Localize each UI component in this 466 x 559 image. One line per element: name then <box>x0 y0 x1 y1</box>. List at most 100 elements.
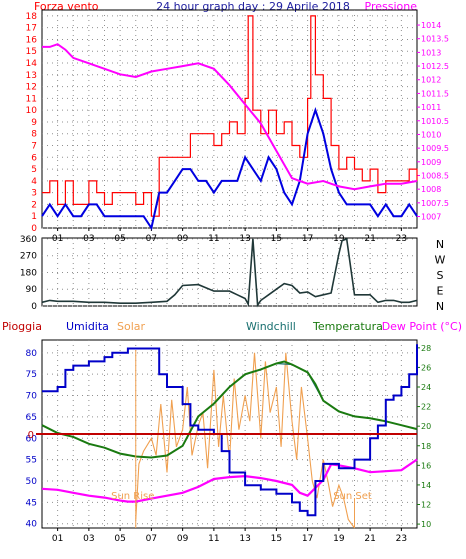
humidity-axis: 40 45 50 55 60 65 70 75 80 <box>26 349 38 530</box>
hour-tick-label: 21 <box>364 534 375 544</box>
direction-tick-label: 180 <box>20 268 37 278</box>
humidity-tick-label: 55 <box>26 456 37 466</box>
wind-speed-tick-label: 8 <box>31 130 37 140</box>
hour-tick-label: 19 <box>333 534 345 544</box>
pressure-tick-label: 1011.5 <box>421 89 449 98</box>
pressure-tick-label: 1009.5 <box>421 144 449 153</box>
hour-tick-label: 17 <box>302 534 313 544</box>
temperature-tick-label: 12 <box>421 501 431 510</box>
temperature-tick-label: 18 <box>421 442 431 451</box>
humidity-tick-label: 70 <box>26 392 38 402</box>
direction-series <box>41 237 418 308</box>
solar-line <box>135 352 355 529</box>
hour-tick-label: 01 <box>52 534 63 544</box>
wind-speed-tick-label: 5 <box>31 165 37 175</box>
wind-axis-title: Forza vento <box>34 0 99 13</box>
direction-tick-label: 90 <box>26 285 38 295</box>
temperature-tick-label: 22 <box>421 403 431 412</box>
direzione-line <box>41 237 418 308</box>
humidity-tick-label: 65 <box>26 413 37 423</box>
pioggia-label: Pioggia <box>2 320 42 333</box>
hour-tick-label: 13 <box>239 534 250 544</box>
hour-tick-label: 07 <box>146 534 157 544</box>
temperature-tick-label: 26 <box>421 363 431 372</box>
wind-speed-tick-label: 0 <box>31 224 37 234</box>
humidity-tick-label: 40 <box>26 520 38 530</box>
wind-speed-tick-label: 16 <box>26 35 38 45</box>
direction-tick-label: 360 <box>20 235 37 245</box>
solar-label: Solar <box>117 320 146 333</box>
wind-time-axis: 01 03 05 07 09 11 13 15 17 19 21 23 <box>52 228 407 244</box>
temperature-tick-label: 24 <box>421 383 431 392</box>
temp-series <box>41 344 418 529</box>
umidita-line <box>42 344 418 517</box>
pressure-tick-label: 1007 <box>421 213 441 222</box>
wind-speed-tick-label: 15 <box>26 47 37 57</box>
wind-speed-tick-label: 13 <box>26 71 37 81</box>
humidity-tick-label: 50 <box>26 477 38 487</box>
temperature-axis: 10 12 14 16 18 20 22 24 26 28 <box>417 344 431 529</box>
temperature-tick-label: 10 <box>421 520 431 529</box>
pressure-tick-label: 1010.5 <box>421 117 449 126</box>
pressure-tick-label: 1008.5 <box>421 171 449 180</box>
pressure-tick-label: 1014 <box>421 21 441 30</box>
wind-speed-tick-label: 4 <box>31 177 37 187</box>
windchill-label: Windchill <box>246 320 296 333</box>
direction-tick-label: 0 <box>31 302 37 312</box>
humidity-tick-label: 60 <box>26 434 38 444</box>
pressure-tick-label: 1009 <box>421 158 441 167</box>
compass-label: E <box>437 285 444 298</box>
wind-series <box>41 15 418 231</box>
pressure-axis-title: Pressione <box>365 0 418 13</box>
raffica-line <box>41 107 418 231</box>
wind-speed-tick-label: 14 <box>26 59 38 69</box>
direction-chart-grid <box>42 238 417 307</box>
humidity-tick-label: 75 <box>26 370 37 380</box>
wind-speed-tick-label: 10 <box>26 106 38 116</box>
wind-speed-tick-label: 6 <box>31 153 37 163</box>
hour-tick-label: 23 <box>396 534 407 544</box>
direction-degree-axis: 0 90 180 270 360 <box>20 235 37 312</box>
temperatura-line <box>41 360 418 459</box>
temperature-tick-label: 20 <box>421 422 431 431</box>
temperature-tick-label: 14 <box>421 481 431 490</box>
temperature-tick-label: 16 <box>421 461 431 470</box>
wind-chart-grid <box>42 10 417 229</box>
pressure-tick-label: 1012.5 <box>421 62 449 71</box>
compass-label: W <box>435 254 446 267</box>
hour-tick-label: 09 <box>177 534 189 544</box>
chart-title: 24 hour graph day : 29 Aprile 2018 <box>156 0 350 13</box>
wind-speed-tick-label: 12 <box>26 83 37 93</box>
wind-speed-tick-label: 17 <box>26 24 37 34</box>
wind-speed-tick-label: 11 <box>26 94 37 104</box>
wind-speed-tick-label: 2 <box>31 200 37 210</box>
temp-time-axis: 01 03 05 07 09 11 13 15 17 19 21 23 <box>52 528 407 544</box>
hour-tick-label: 11 <box>208 534 219 544</box>
sun-set-label: Sun Set <box>333 491 372 502</box>
umidita-label: Umidita <box>66 320 109 333</box>
dewpoint-label: Dew Point (°C) <box>382 320 462 333</box>
pressure-tick-label: 1008 <box>421 185 441 194</box>
wind-speed-tick-label: 1 <box>31 212 37 222</box>
dewpoint-line <box>41 458 418 503</box>
compass-label: S <box>437 269 444 282</box>
pressure-tick-label: 1007.5 <box>421 199 449 208</box>
pressure-axis: 1007 1007.5 1008 1008.5 1009 1009.5 1010 1010.5… <box>417 21 449 222</box>
pressione-line <box>42 43 418 191</box>
wind-speed-tick-label: 9 <box>31 118 37 128</box>
temperature-tick-label: 28 <box>421 344 431 353</box>
wind-speed-tick-label: 18 <box>26 12 38 22</box>
pressure-tick-label: 1011 <box>421 103 441 112</box>
direction-tick-label: 270 <box>20 252 37 262</box>
pressure-tick-label: 1013 <box>421 48 441 57</box>
temperatura-label: Temperatura <box>312 320 383 333</box>
wind-speed-tick-label: 7 <box>31 142 37 152</box>
compass-label: N <box>436 238 444 251</box>
pioggia-zero-label: 0 <box>28 430 34 441</box>
forza-vento-line <box>42 15 418 217</box>
compass-label: N <box>436 300 444 313</box>
